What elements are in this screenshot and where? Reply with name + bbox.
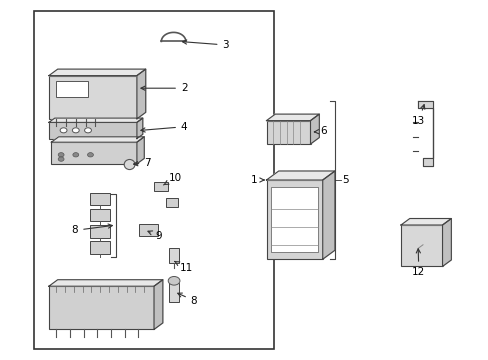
FancyBboxPatch shape	[90, 225, 110, 238]
Text: 1: 1	[250, 175, 264, 185]
Polygon shape	[442, 219, 450, 266]
Text: 10: 10	[163, 173, 182, 185]
FancyBboxPatch shape	[139, 224, 158, 236]
Circle shape	[58, 157, 64, 161]
Circle shape	[73, 153, 79, 157]
Text: 8: 8	[177, 293, 197, 306]
Polygon shape	[266, 171, 334, 180]
Text: 3: 3	[182, 40, 229, 50]
Polygon shape	[400, 219, 450, 225]
Text: 12: 12	[411, 249, 425, 277]
Polygon shape	[154, 280, 163, 329]
Circle shape	[60, 128, 67, 133]
Text: 8: 8	[71, 224, 112, 235]
Circle shape	[58, 153, 64, 157]
Text: 7: 7	[133, 158, 151, 168]
Polygon shape	[49, 118, 142, 122]
FancyBboxPatch shape	[51, 142, 137, 164]
FancyBboxPatch shape	[90, 193, 110, 205]
Text: 2: 2	[141, 83, 187, 93]
FancyBboxPatch shape	[266, 180, 322, 259]
Polygon shape	[417, 101, 432, 166]
Polygon shape	[137, 69, 145, 119]
FancyBboxPatch shape	[154, 182, 167, 191]
Ellipse shape	[124, 159, 135, 170]
FancyBboxPatch shape	[49, 76, 137, 119]
Bar	[271, 187, 317, 252]
Polygon shape	[49, 280, 163, 286]
Polygon shape	[322, 171, 334, 259]
FancyBboxPatch shape	[49, 122, 137, 139]
Polygon shape	[266, 114, 319, 121]
FancyBboxPatch shape	[266, 121, 310, 144]
Text: 6: 6	[314, 126, 326, 136]
FancyBboxPatch shape	[90, 209, 110, 221]
Circle shape	[87, 153, 93, 157]
FancyBboxPatch shape	[166, 198, 178, 207]
Circle shape	[168, 276, 180, 285]
FancyBboxPatch shape	[400, 225, 442, 266]
FancyBboxPatch shape	[168, 248, 179, 263]
Polygon shape	[49, 69, 145, 76]
Polygon shape	[137, 137, 144, 164]
Circle shape	[84, 128, 91, 133]
Text: 5: 5	[342, 175, 348, 185]
Text: 13: 13	[411, 105, 425, 126]
Text: 9: 9	[148, 231, 162, 241]
FancyBboxPatch shape	[168, 283, 179, 302]
Bar	[34, 11, 273, 349]
Text: 4: 4	[141, 122, 187, 132]
FancyBboxPatch shape	[49, 286, 154, 329]
Text: 11: 11	[174, 261, 193, 273]
Polygon shape	[137, 118, 142, 139]
Circle shape	[72, 128, 79, 133]
Polygon shape	[51, 137, 144, 142]
Bar	[56, 81, 88, 97]
FancyBboxPatch shape	[90, 241, 110, 254]
Polygon shape	[310, 114, 319, 144]
